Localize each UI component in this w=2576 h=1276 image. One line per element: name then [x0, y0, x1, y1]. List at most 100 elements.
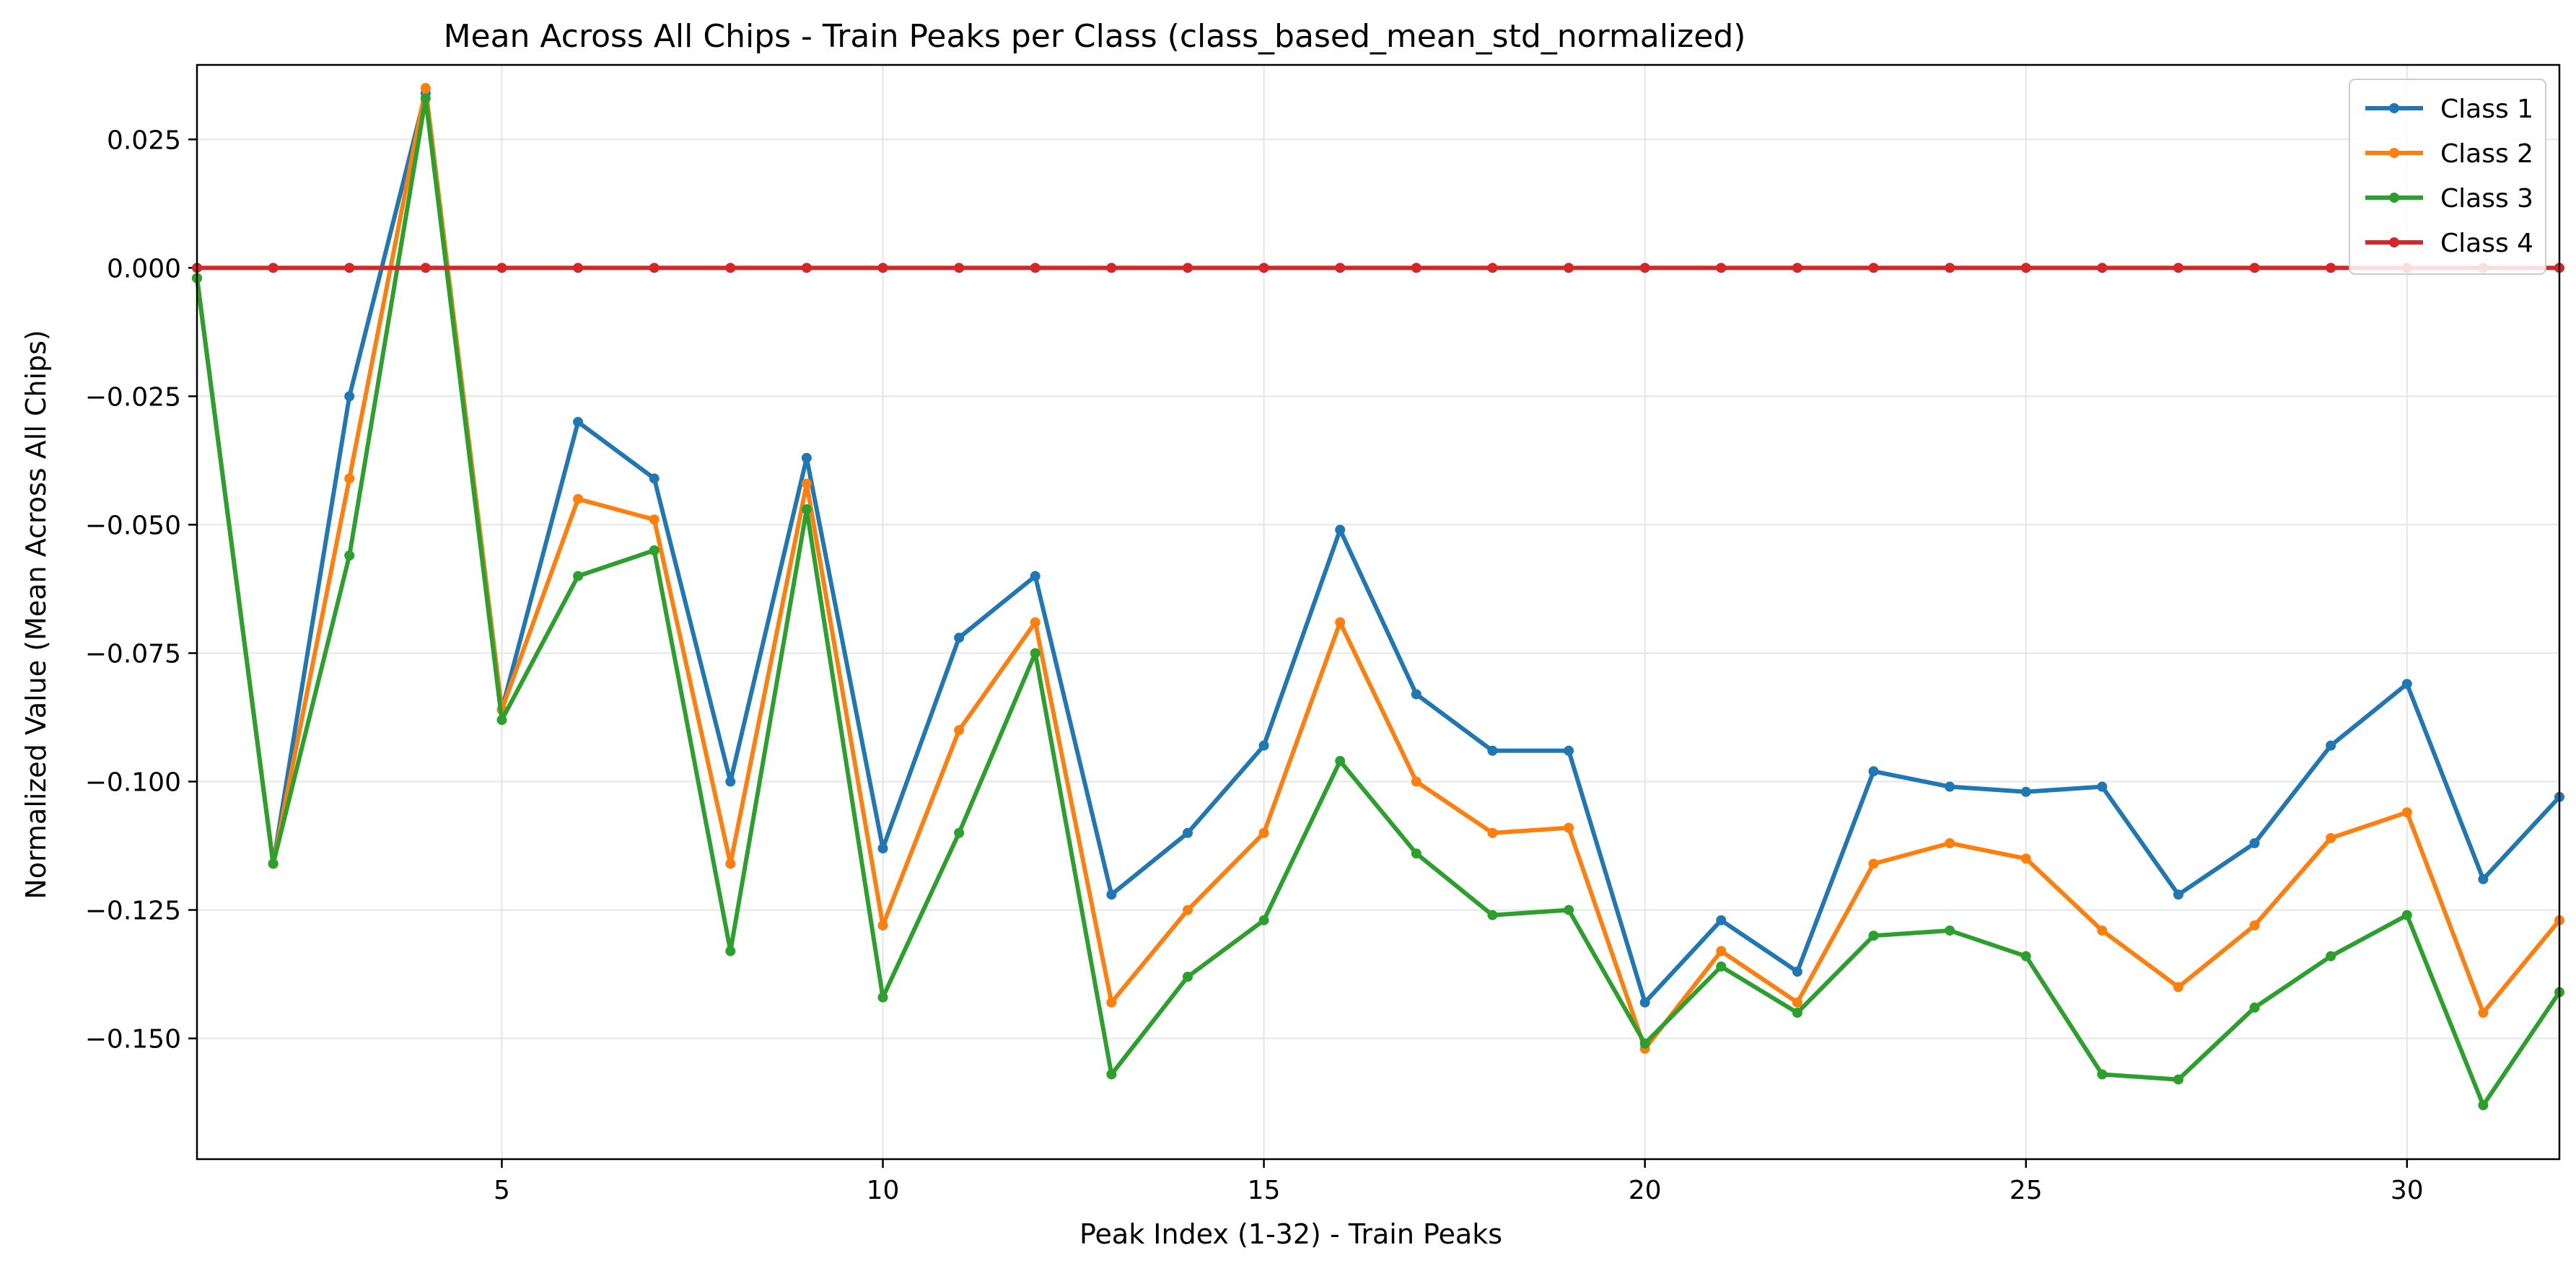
- y-tick-label: −0.075: [85, 639, 181, 669]
- data-point: [1182, 263, 1193, 273]
- data-point: [2401, 679, 2412, 690]
- data-point: [2097, 925, 2108, 936]
- data-point: [801, 504, 812, 515]
- legend-marker: [2389, 103, 2399, 113]
- legend-item: Class 1: [2365, 94, 2533, 124]
- data-point: [573, 416, 584, 427]
- series-class-4: [192, 263, 2564, 273]
- data-point: [1030, 571, 1041, 581]
- data-point: [2478, 874, 2489, 884]
- data-point: [801, 263, 812, 273]
- series-class-2: [192, 83, 2564, 1054]
- legend-marker: [2389, 148, 2399, 158]
- x-tick-label: 15: [1248, 1176, 1281, 1205]
- data-point: [725, 946, 736, 956]
- chart-title: Mean Across All Chips - Train Peaks per …: [444, 18, 1746, 55]
- data-point: [1030, 648, 1041, 659]
- data-point: [725, 858, 736, 869]
- legend-box: [2349, 79, 2546, 275]
- data-point: [573, 263, 584, 273]
- data-point: [1411, 263, 1421, 273]
- data-point: [649, 545, 660, 556]
- legend: Class 1 Class 2 Class 3 Class 4: [2349, 79, 2546, 275]
- data-point: [1106, 263, 1117, 273]
- legend-label: Class 3: [2440, 184, 2533, 214]
- legend-label: Class 1: [2440, 94, 2533, 124]
- axis-ticks: 5 10 15 20 25 30 0.025 0.000 −0.025 −0.050 −0.075 −…: [85, 126, 2424, 1205]
- data-point: [1716, 263, 1727, 273]
- data-point: [649, 514, 660, 525]
- data-point: [1716, 915, 1727, 925]
- data-point: [1335, 617, 1346, 628]
- data-point: [1716, 961, 1727, 972]
- data-point: [1564, 905, 1574, 915]
- data-point: [2173, 1074, 2183, 1085]
- data-point: [1792, 997, 1802, 1008]
- data-point: [1945, 837, 1955, 848]
- data-point: [344, 473, 355, 484]
- data-point: [1258, 827, 1269, 838]
- data-point: [1487, 745, 1498, 756]
- y-tick-label: −0.150: [85, 1025, 181, 1055]
- data-point: [954, 827, 965, 838]
- legend-item: Class 4: [2365, 229, 2533, 258]
- legend-marker: [2389, 237, 2399, 247]
- series-class-1: [192, 88, 2564, 1008]
- data-point: [1411, 776, 1421, 787]
- data-point: [2097, 781, 2108, 792]
- data-point: [1106, 1069, 1117, 1080]
- data-point: [1716, 946, 1727, 956]
- data-point: [268, 858, 279, 869]
- data-point: [801, 452, 812, 463]
- y-tick-label: −0.125: [85, 897, 181, 926]
- data-point: [1868, 766, 1879, 777]
- data-point: [420, 93, 431, 104]
- data-point: [573, 493, 584, 504]
- data-point: [496, 715, 507, 726]
- data-point: [2478, 1100, 2489, 1111]
- data-point: [954, 263, 965, 273]
- data-point: [1030, 263, 1041, 273]
- data-point: [1335, 524, 1346, 535]
- data-point: [877, 843, 888, 854]
- data-point: [2097, 1069, 2108, 1080]
- data-point: [649, 263, 660, 273]
- data-point: [1868, 930, 1879, 941]
- x-tick-label: 10: [867, 1176, 900, 1205]
- data-point: [2401, 807, 2412, 818]
- data-point: [1639, 263, 1650, 273]
- data-point: [2326, 263, 2336, 273]
- data-point: [1487, 910, 1498, 920]
- data-point: [420, 263, 431, 273]
- data-point: [1639, 1038, 1650, 1049]
- data-point: [2020, 853, 2031, 864]
- x-axis-label: Peak Index (1-32) - Train Peaks: [1079, 1218, 1502, 1250]
- x-tick-label: 5: [494, 1176, 510, 1205]
- data-point: [2173, 263, 2183, 273]
- data-point: [1258, 740, 1269, 751]
- data-point: [1030, 617, 1041, 628]
- data-point: [1258, 263, 1269, 273]
- data-point: [2249, 1002, 2260, 1013]
- data-point: [1639, 997, 1650, 1008]
- series-lines: [192, 83, 2564, 1111]
- x-tick-label: 20: [1629, 1176, 1662, 1205]
- legend-label: Class 2: [2440, 139, 2533, 169]
- data-point: [1335, 263, 1346, 273]
- x-tick-label: 25: [2010, 1176, 2043, 1205]
- data-point: [1106, 889, 1117, 900]
- data-point: [2326, 740, 2336, 751]
- data-point: [1106, 997, 1117, 1008]
- data-point: [420, 83, 431, 94]
- data-point: [954, 725, 965, 736]
- data-point: [1487, 827, 1498, 838]
- data-point: [1411, 689, 1421, 700]
- data-point: [1182, 905, 1193, 915]
- data-point: [2478, 1008, 2489, 1018]
- data-point: [2173, 982, 2183, 993]
- data-point: [877, 992, 888, 1003]
- data-point: [2173, 889, 2183, 900]
- data-point: [1868, 858, 1879, 869]
